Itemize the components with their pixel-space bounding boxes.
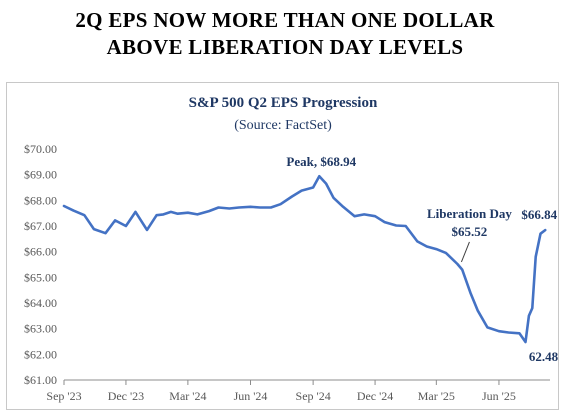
x-axis: Sep '23 Dec '23 Mar '24 Jun '24 Sep '24 Dec '… <box>46 379 550 403</box>
y-axis: $61.00 $62.00 $63.00 $64.00 $65.00 $66.00 $67.… <box>24 142 57 387</box>
headline-line-1: 2Q EPS NOW MORE THAN ONE DOLLAR <box>75 8 495 32</box>
y-tick-label: $66.00 <box>24 245 57 259</box>
y-tick-label: $63.00 <box>24 322 57 336</box>
chart-subtitle: (Source: FactSet) <box>234 118 332 133</box>
annotation-layer: Peak, $68.94 Liberation Day $65.52 $66.84 62… <box>286 154 558 364</box>
y-tick-label: $61.00 <box>24 373 57 387</box>
series-layer <box>62 174 547 344</box>
x-tick-label: Dec '23 <box>108 389 144 403</box>
y-tick-label: $68.00 <box>24 193 57 207</box>
y-tick-label: $64.00 <box>24 296 57 310</box>
y-tick-label: $70.00 <box>24 142 57 156</box>
liberation-day-annotation: Liberation Day <box>427 206 512 221</box>
x-tick-label: Dec '24 <box>357 389 393 403</box>
peak-annotation: Peak, $68.94 <box>286 154 356 169</box>
x-tick-label: Sep '23 <box>46 389 81 403</box>
x-tick-label: Mar '25 <box>418 389 455 403</box>
x-tick-label: Mar '24 <box>169 389 206 403</box>
low-value-annotation: 62.48 <box>529 349 558 364</box>
x-tick-label: Jun '24 <box>234 389 268 403</box>
x-tick-label: Sep '24 <box>296 389 331 403</box>
eps-line-chart: S&P 500 Q2 EPS Progression (Source: Fact… <box>24 95 559 403</box>
y-tick-label: $69.00 <box>24 168 57 182</box>
liberation-day-leader-line <box>460 241 470 263</box>
x-tick-label: Jun '25 <box>482 389 516 403</box>
y-tick-label: $67.00 <box>24 219 57 233</box>
headline-line-2: ABOVE LIBERATION DAY LEVELS <box>106 35 464 59</box>
final-value-annotation: $66.84 <box>521 207 557 222</box>
chart-title: S&P 500 Q2 EPS Progression <box>189 95 378 111</box>
liberation-day-value: $65.52 <box>452 224 488 239</box>
y-tick-label: $62.00 <box>24 347 57 361</box>
chart-frame: S&P 500 Q2 EPS Progression (Source: Fact… <box>6 82 559 410</box>
eps-series-line <box>62 174 547 344</box>
y-tick-label: $65.00 <box>24 270 57 284</box>
